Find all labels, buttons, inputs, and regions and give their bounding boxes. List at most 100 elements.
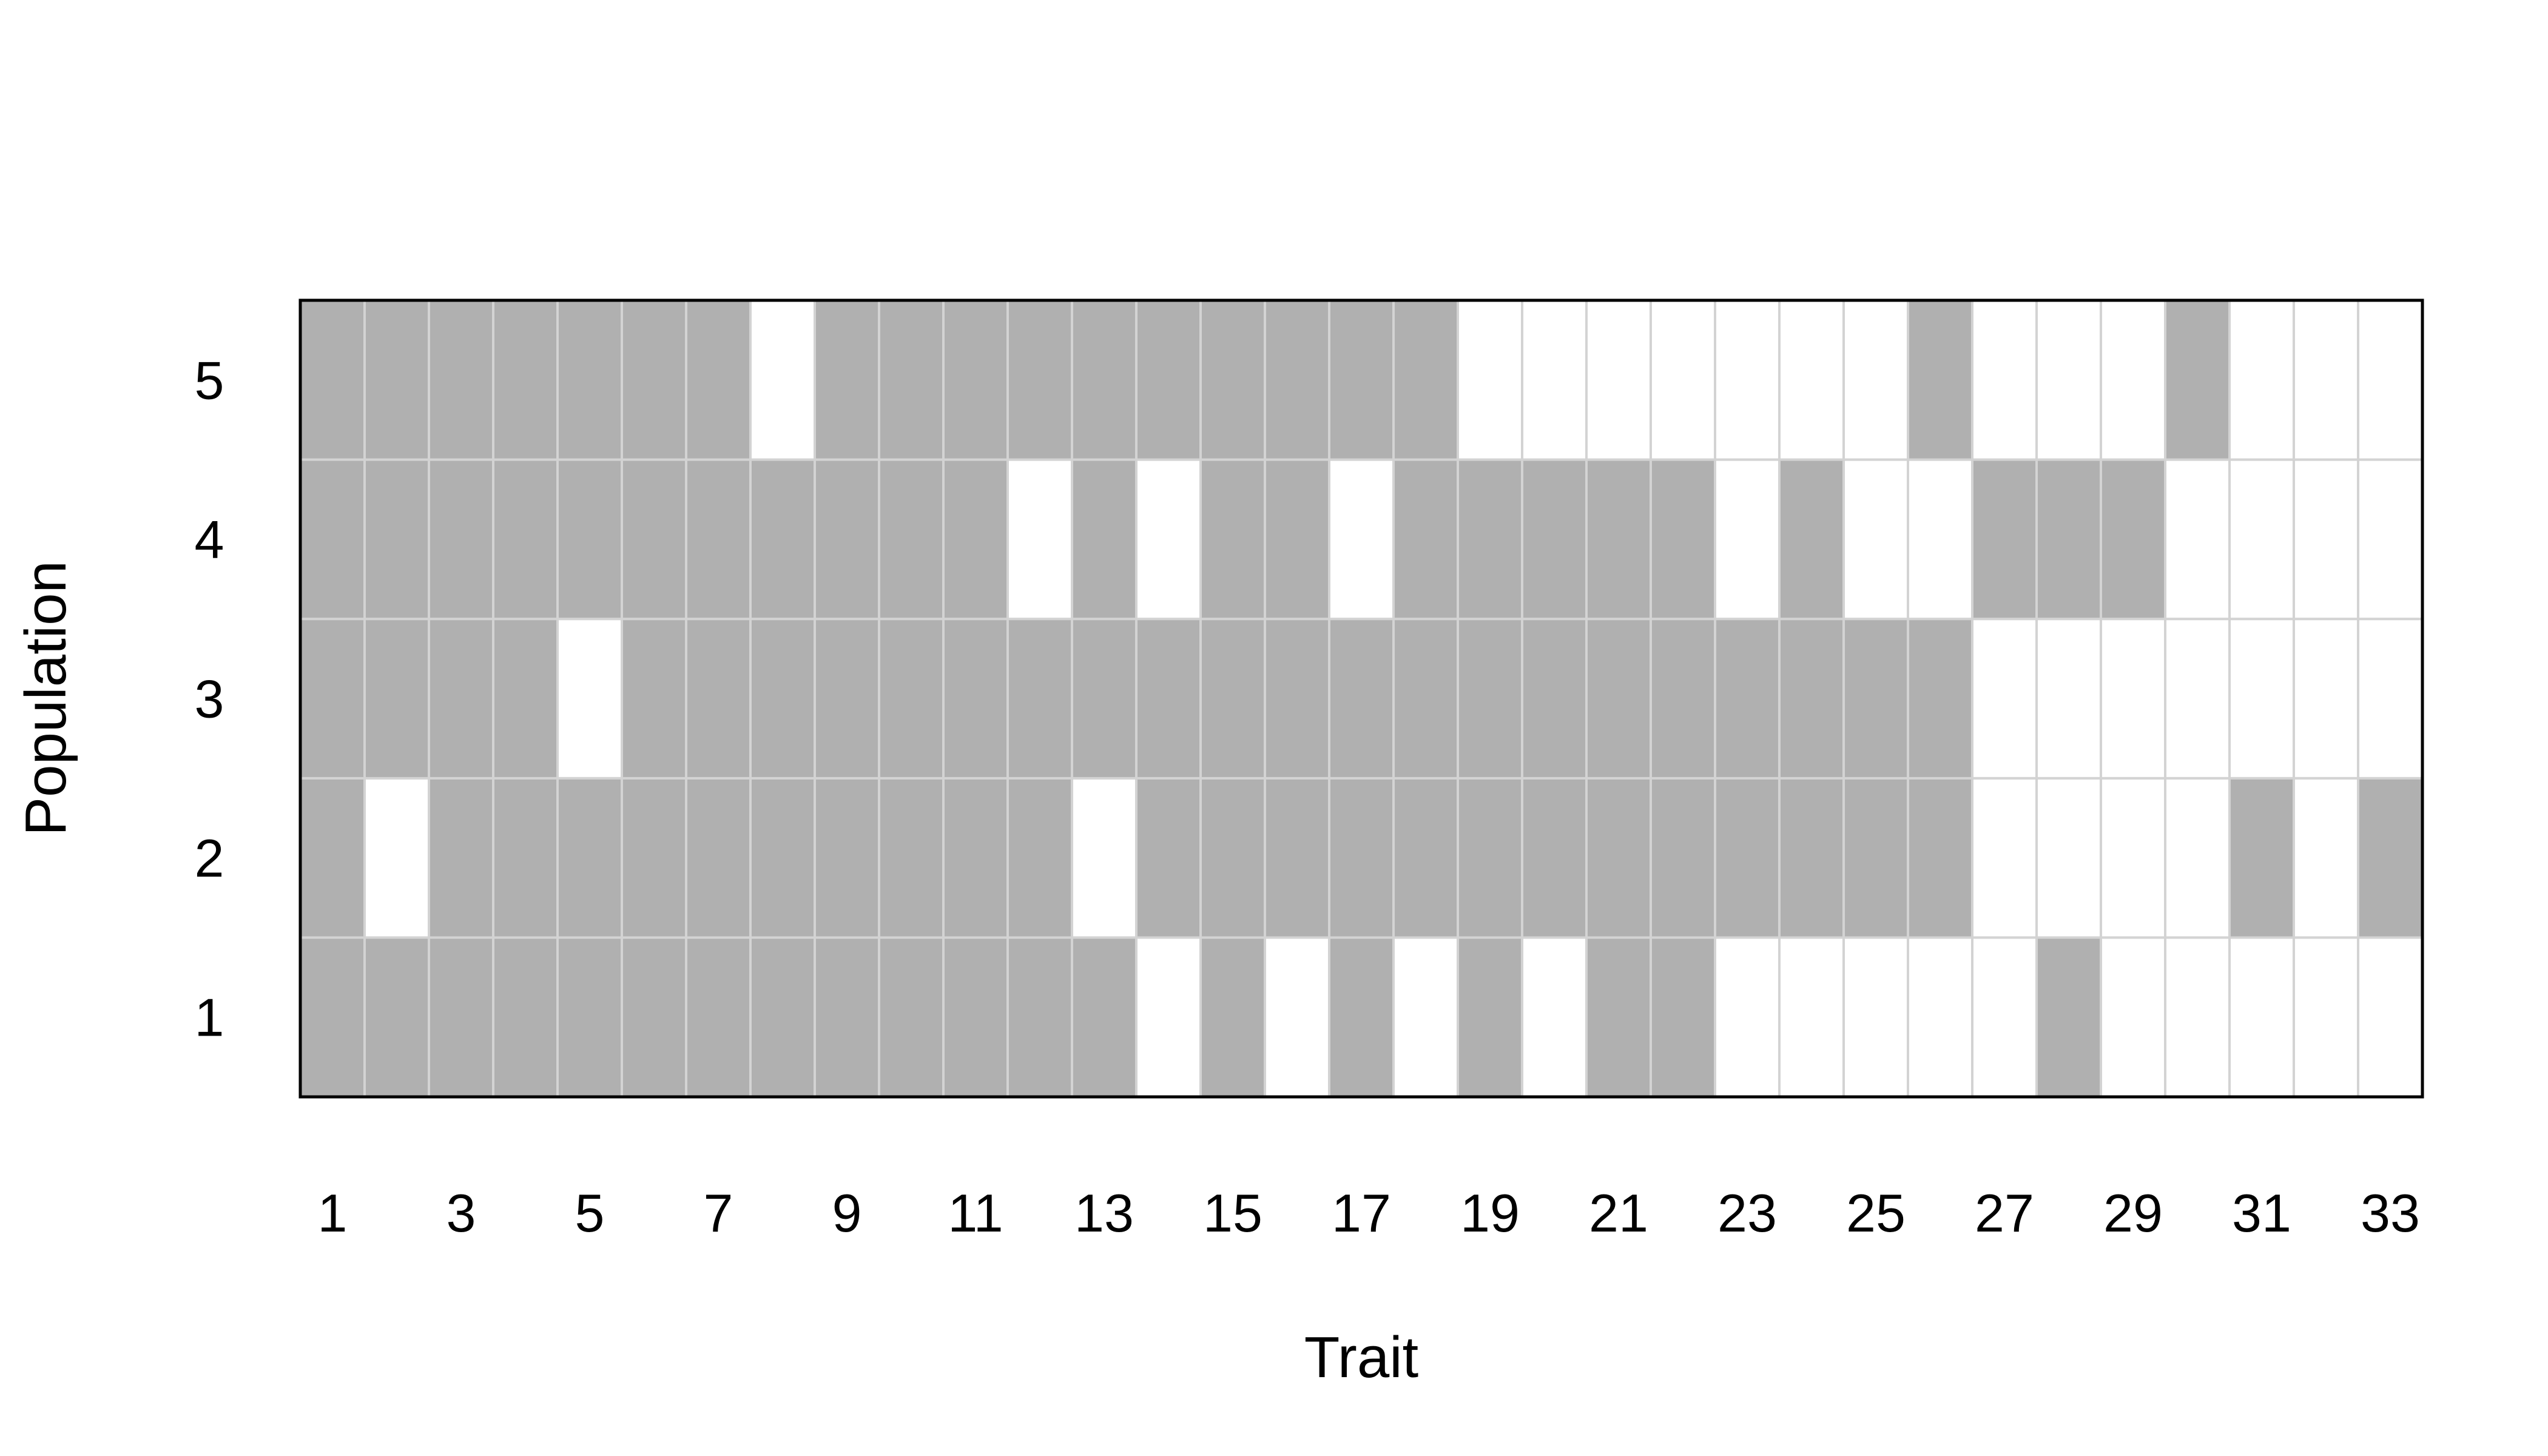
- heatmap-cell-pop3-trait24: [1778, 618, 1845, 780]
- heatmap-cell-pop3-trait31: [2228, 618, 2295, 780]
- heatmap-cell-pop1-trait11: [942, 936, 1009, 1099]
- x-tick-label: 9: [832, 1183, 862, 1243]
- heatmap-cell-pop4-trait32: [2293, 458, 2359, 621]
- heatmap-cell-pop1-trait19: [1457, 936, 1523, 1099]
- heatmap-cell-pop5-trait4: [492, 299, 559, 461]
- heatmap-cell-pop2-trait14: [1135, 777, 1202, 939]
- heatmap-cell-pop5-trait13: [1071, 299, 1138, 461]
- heatmap-cell-pop3-trait18: [1392, 618, 1459, 780]
- heatmap-cell-pop2-trait22: [1650, 777, 1716, 939]
- heatmap-cell-pop5-trait9: [814, 299, 880, 461]
- heatmap-cell-pop1-trait10: [878, 936, 945, 1099]
- heatmap-cell-pop3-trait8: [749, 618, 816, 780]
- heatmap-cell-pop4-trait26: [1907, 458, 1973, 621]
- heatmap-cell-pop4-trait25: [1842, 458, 1909, 621]
- heatmap-cell-pop3-trait3: [428, 618, 494, 780]
- heatmap-cell-pop5-trait33: [2357, 299, 2424, 461]
- x-tick-label: 5: [575, 1183, 605, 1243]
- heatmap-cell-pop3-trait16: [1264, 618, 1330, 780]
- heatmap-cell-pop5-trait7: [685, 299, 752, 461]
- x-tick-label: 17: [1332, 1183, 1391, 1243]
- heatmap-cell-pop4-trait21: [1585, 458, 1652, 621]
- heatmap-cell-pop1-trait23: [1714, 936, 1781, 1099]
- heatmap-cell-pop1-trait15: [1199, 936, 1266, 1099]
- heatmap-cell-pop5-trait27: [1971, 299, 2038, 461]
- heatmap-cell-pop2-trait1: [299, 777, 366, 939]
- heatmap-cell-pop1-trait12: [1006, 936, 1073, 1099]
- heatmap-cell-pop2-trait30: [2164, 777, 2231, 939]
- heatmap-cell-pop4-trait14: [1135, 458, 1202, 621]
- heatmap-cell-pop5-trait20: [1521, 299, 1588, 461]
- heatmap-cell-pop5-trait26: [1907, 299, 1973, 461]
- heatmap-cell-pop3-trait10: [878, 618, 945, 780]
- heatmap-cell-pop4-trait17: [1328, 458, 1395, 621]
- heatmap-cell-pop1-trait33: [2357, 936, 2424, 1099]
- x-axis-tick-labels: 1 3 5 7 9 11 13 15 17 19 21 23 25 27 29 31 33: [318, 1183, 2420, 1243]
- heatmap-cell-pop4-trait16: [1264, 458, 1330, 621]
- heatmap-cell-pop4-trait3: [428, 458, 494, 621]
- heatmap-cell-pop3-trait22: [1650, 618, 1716, 780]
- heatmap-cell-pop2-trait12: [1006, 777, 1073, 939]
- heatmap-cell-pop3-trait12: [1006, 618, 1073, 780]
- heatmap-cell-pop4-trait19: [1457, 458, 1523, 621]
- heatmap-cell-pop5-trait3: [428, 299, 494, 461]
- heatmap-cell-pop4-trait30: [2164, 458, 2231, 621]
- heatmap-cell-pop3-trait4: [492, 618, 559, 780]
- heatmap-cell-pop5-trait22: [1650, 299, 1716, 461]
- heatmap-cell-pop4-trait10: [878, 458, 945, 621]
- heatmap-cell-pop3-trait13: [1071, 618, 1138, 780]
- heatmap-cell-pop5-trait18: [1392, 299, 1459, 461]
- x-tick-label: 29: [2103, 1183, 2163, 1243]
- heatmap-cell-pop5-trait8: [749, 299, 816, 461]
- heatmap-cell-pop4-trait12: [1006, 458, 1073, 621]
- y-axis-title: Population: [13, 561, 78, 836]
- heatmap-cell-pop5-trait29: [2100, 299, 2166, 461]
- heatmap-cell-pop5-trait23: [1714, 299, 1781, 461]
- heatmap-cell-pop2-trait29: [2100, 777, 2166, 939]
- heatmap-cell-pop3-trait11: [942, 618, 1009, 780]
- heatmap-cell-pop1-trait9: [814, 936, 880, 1099]
- heatmap-cell-pop2-trait11: [942, 777, 1009, 939]
- heatmap-cell-pop3-trait7: [685, 618, 752, 780]
- heatmap-cell-pop5-trait21: [1585, 299, 1652, 461]
- heatmap-cell-pop4-trait28: [2035, 458, 2102, 621]
- heatmap-cell-pop5-trait14: [1135, 299, 1202, 461]
- heatmap-cell-pop3-trait9: [814, 618, 880, 780]
- heatmap-cell-pop1-trait4: [492, 936, 559, 1099]
- heatmap-cell-pop1-trait26: [1907, 936, 1973, 1099]
- heatmap-cell-pop3-trait25: [1842, 618, 1909, 780]
- heatmap-cell-pop4-trait8: [749, 458, 816, 621]
- heatmap-cell-pop1-trait25: [1842, 936, 1909, 1099]
- heatmap-cell-pop2-trait24: [1778, 777, 1845, 939]
- heatmap-cell-pop4-trait11: [942, 458, 1009, 621]
- heatmap-cell-pop2-trait28: [2035, 777, 2102, 939]
- heatmap-cell-pop2-trait33: [2357, 777, 2424, 939]
- x-tick-label: 11: [948, 1183, 1003, 1243]
- heatmap-cell-pop2-trait13: [1071, 777, 1138, 939]
- heatmap-cell-pop5-trait2: [363, 299, 430, 461]
- heatmap-cell-pop3-trait28: [2035, 618, 2102, 780]
- heatmap-cell-pop3-trait33: [2357, 618, 2424, 780]
- heatmap-cell-pop3-trait15: [1199, 618, 1266, 780]
- heatmap-cell-pop3-trait19: [1457, 618, 1523, 780]
- heatmap-cell-pop2-trait10: [878, 777, 945, 939]
- x-axis-title: Trait: [1304, 1325, 1418, 1390]
- heatmap-cell-pop1-trait14: [1135, 936, 1202, 1099]
- heatmap-cell-pop1-trait5: [556, 936, 623, 1099]
- heatmap-cell-pop5-trait31: [2228, 299, 2295, 461]
- heatmap-cell-pop2-trait23: [1714, 777, 1781, 939]
- y-tick-label: 1: [195, 988, 224, 1048]
- heatmap-cell-pop2-trait9: [814, 777, 880, 939]
- heatmap-cell-pop3-trait21: [1585, 618, 1652, 780]
- heatmap-cell-pop2-trait18: [1392, 777, 1459, 939]
- heatmap-cell-pop3-trait32: [2293, 618, 2359, 780]
- heatmap-cell-pop5-trait25: [1842, 299, 1909, 461]
- y-tick-label: 5: [195, 350, 224, 410]
- heatmap-cell-pop5-trait24: [1778, 299, 1845, 461]
- heatmap-cell-pop5-trait5: [556, 299, 623, 461]
- heatmap-cell-pop1-trait21: [1585, 936, 1652, 1099]
- heatmap-cell-pop5-trait11: [942, 299, 1009, 461]
- heatmap-cell-pop5-trait28: [2035, 299, 2102, 461]
- heatmap-cell-pop2-trait3: [428, 777, 494, 939]
